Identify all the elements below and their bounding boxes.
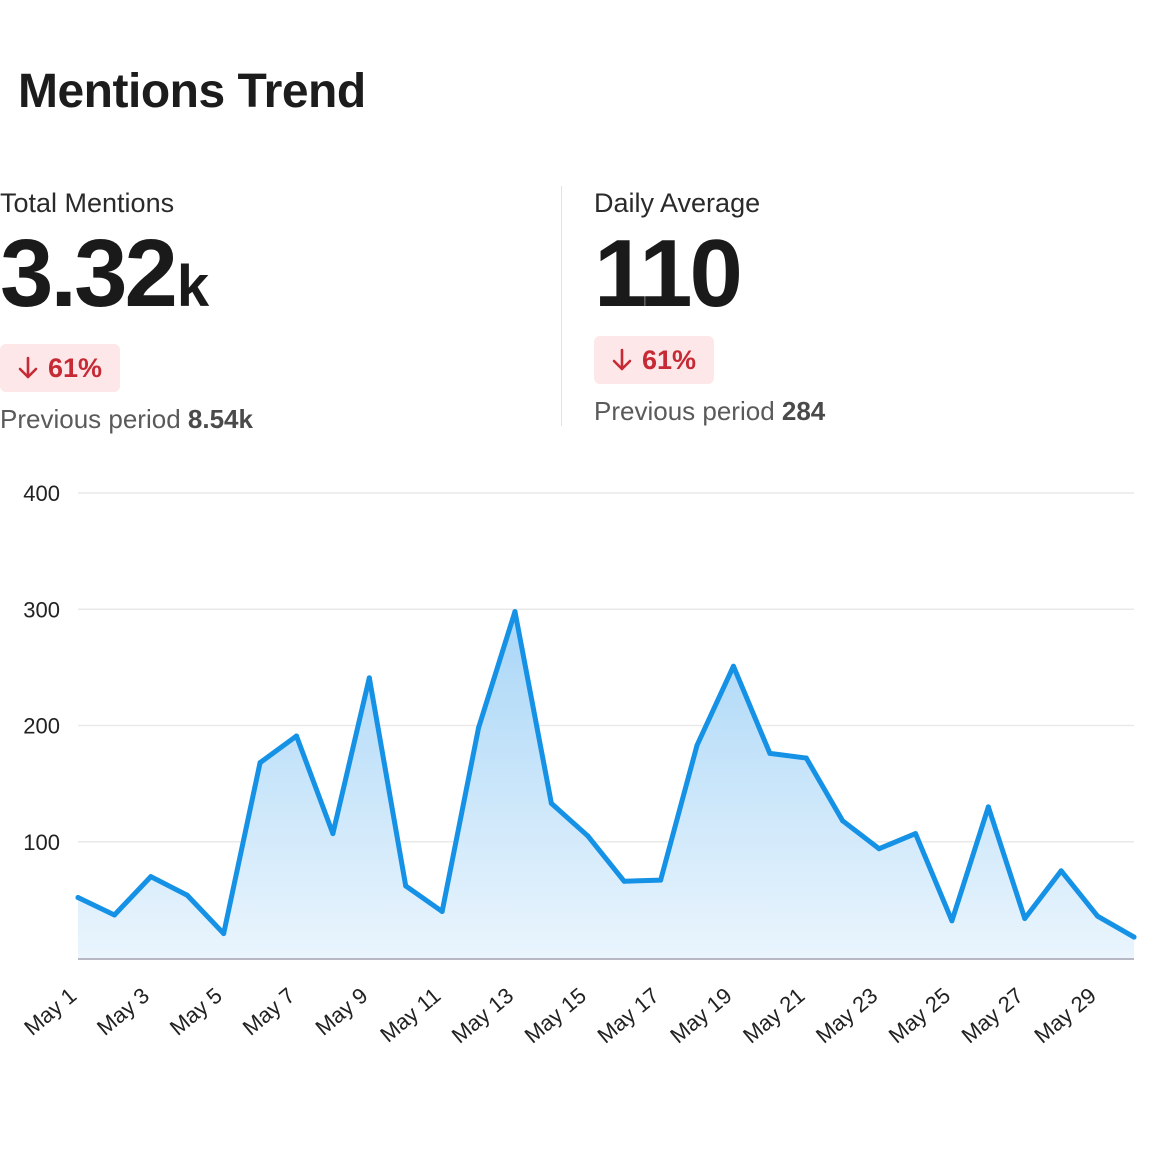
x-tick-label-may-17: May 17 (592, 983, 663, 1049)
data-point-may-15 (585, 833, 591, 839)
data-point-may-10 (403, 883, 409, 889)
total-mentions-unit: k (176, 254, 210, 319)
data-point-may-25 (949, 918, 955, 924)
data-point-may-24 (913, 831, 919, 837)
data-point-may-14 (548, 800, 554, 806)
x-tick-label-may-19: May 19 (665, 983, 736, 1049)
previous-period-value: 8.54k (187, 404, 253, 434)
daily-average-metric: Daily Average 110 61% Previous period 28… (594, 186, 825, 427)
total-mentions-value: 3.32k (0, 226, 253, 322)
previous-period-label: Previous period (594, 396, 775, 426)
daily-average-change-badge: 61% (594, 336, 715, 384)
data-point-may-17 (658, 877, 664, 883)
data-point-may-4 (184, 892, 190, 898)
data-point-may-23 (876, 846, 882, 852)
daily-average-value: 110 (594, 220, 743, 327)
data-point-may-16 (621, 878, 627, 884)
x-tick-label-may-25: May 25 (884, 983, 955, 1049)
daily-average-label: Daily Average (594, 188, 761, 218)
data-point-may-8 (330, 831, 336, 837)
x-tick-label-may-1: May 1 (19, 983, 81, 1041)
data-point-may-26 (985, 804, 991, 810)
data-point-may-5 (221, 931, 227, 937)
x-tick-label-may-7: May 7 (238, 983, 300, 1041)
x-tick-label-may-15: May 15 (520, 983, 591, 1049)
arrow-down-icon (18, 356, 38, 380)
x-tick-label-may-27: May 27 (957, 983, 1028, 1049)
x-tick-label-may-13: May 13 (447, 983, 518, 1049)
total-mentions-change-badge: 61% (0, 344, 121, 392)
data-point-may-28 (1058, 868, 1064, 874)
data-point-may-7 (293, 733, 299, 739)
series-line (75, 609, 1137, 940)
previous-period-value: 284 (781, 396, 826, 426)
data-point-may-1 (75, 895, 81, 901)
previous-period-label: Previous period (0, 404, 181, 434)
x-tick-label-may-3: May 3 (92, 983, 154, 1041)
x-tick-label-may-5: May 5 (165, 983, 227, 1041)
data-point-may-13 (512, 609, 518, 615)
data-point-may-11 (439, 909, 445, 914)
x-tick-label-may-21: May 21 (738, 983, 809, 1049)
series-area (78, 611, 1134, 958)
x-tick-label-may-23: May 23 (811, 983, 882, 1049)
x-tick-label-may-9: May 9 (311, 983, 373, 1041)
data-point-may-9 (366, 675, 372, 681)
data-point-may-20 (767, 750, 773, 756)
y-tick-label-300: 300 (23, 597, 60, 622)
y-tick-label-400: 400 (23, 481, 60, 506)
arrow-down-icon (612, 348, 632, 372)
total-mentions-number: 3.32 (0, 220, 178, 327)
data-point-may-19 (730, 663, 736, 669)
total-mentions-previous: Previous period 8.54k (0, 404, 253, 435)
data-point-may-29 (1095, 913, 1101, 919)
x-tick-label-may-11: May 11 (375, 983, 445, 1047)
x-tick-label-may-29: May 29 (1029, 983, 1100, 1049)
data-point-may-22 (840, 818, 846, 824)
y-tick-label-100: 100 (23, 830, 60, 855)
total-mentions-change: 61% (48, 352, 103, 383)
data-point-may-30 (1131, 934, 1137, 940)
metrics-divider (561, 186, 562, 426)
data-point-may-2 (111, 912, 117, 918)
data-point-may-21 (803, 755, 809, 761)
data-point-may-6 (257, 760, 263, 766)
data-point-may-3 (148, 874, 154, 880)
daily-average-previous: Previous period 284 (594, 396, 825, 427)
total-mentions-label: Total Mentions (0, 188, 175, 218)
page-title: Mentions Trend (18, 65, 366, 118)
daily-average-change: 61% (642, 344, 697, 375)
y-tick-label-200: 200 (23, 714, 60, 739)
data-point-may-12 (476, 725, 482, 731)
data-point-may-27 (1022, 915, 1028, 921)
total-mentions-metric: Total Mentions 3.32k 61% Previous period… (0, 186, 253, 435)
data-point-may-18 (694, 742, 700, 748)
